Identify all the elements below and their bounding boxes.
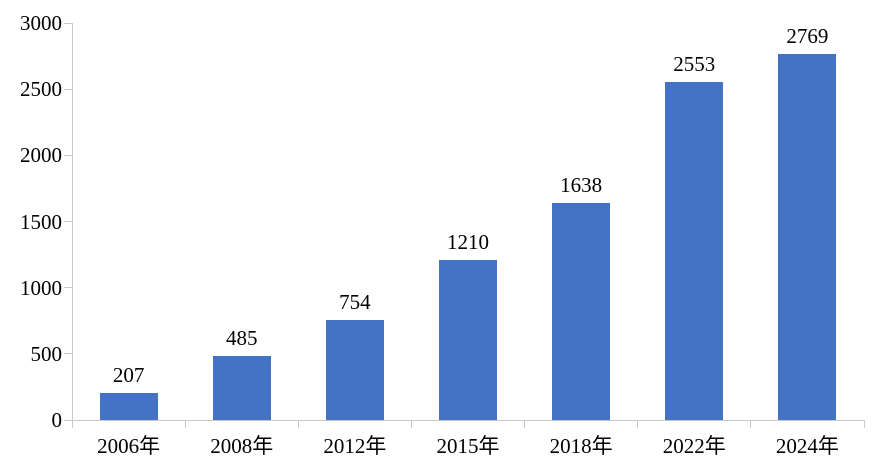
y-axis-line bbox=[72, 23, 73, 421]
bar bbox=[552, 203, 611, 420]
x-category-label: 2015年 bbox=[436, 434, 500, 458]
y-tick-label: 1000 bbox=[20, 275, 62, 300]
bar-value-label: 1638 bbox=[560, 173, 603, 198]
bar-value-label: 754 bbox=[339, 290, 371, 315]
y-tick bbox=[64, 221, 72, 222]
bar-value-label: 207 bbox=[112, 362, 145, 387]
y-tick bbox=[64, 353, 72, 355]
bar bbox=[665, 82, 724, 420]
x-category-label: 2008年 bbox=[210, 434, 274, 458]
x-axis-line bbox=[64, 420, 864, 421]
bar-value-label: 2553 bbox=[673, 52, 716, 77]
y-tick bbox=[64, 22, 72, 24]
bar bbox=[778, 53, 837, 420]
x-category-label: 2012年 bbox=[323, 434, 387, 458]
bar bbox=[439, 259, 497, 420]
x-tick bbox=[71, 420, 73, 428]
bar-value-label: 2769 bbox=[786, 23, 829, 48]
bar-value-label: 485 bbox=[225, 325, 258, 350]
y-tick bbox=[64, 419, 72, 421]
x-category-label: 2006年 bbox=[97, 434, 161, 458]
y-tick-label: 500 bbox=[30, 341, 63, 366]
x-tick bbox=[297, 420, 299, 428]
x-tick bbox=[524, 420, 526, 428]
y-tick-label: 3000 bbox=[20, 11, 62, 35]
x-tick bbox=[863, 420, 865, 428]
y-tick bbox=[64, 154, 72, 156]
x-tick bbox=[184, 420, 186, 428]
bar bbox=[325, 320, 384, 420]
x-category-label: 2018年 bbox=[549, 434, 613, 458]
y-tick bbox=[64, 88, 72, 90]
x-category-label: 2024年 bbox=[775, 434, 839, 458]
bar bbox=[212, 355, 271, 420]
y-tick-label: 2500 bbox=[20, 77, 62, 102]
x-tick bbox=[410, 420, 412, 428]
y-tick-label: 2000 bbox=[20, 143, 62, 168]
x-tick bbox=[750, 420, 752, 428]
x-tick bbox=[637, 420, 639, 428]
y-tick-label: 0 bbox=[51, 408, 63, 432]
y-tick bbox=[64, 287, 72, 289]
x-category-label: 2022年 bbox=[662, 434, 726, 458]
bar-value-label: 1210 bbox=[446, 229, 489, 254]
bar bbox=[99, 392, 158, 420]
y-tick-label: 1500 bbox=[20, 209, 62, 234]
